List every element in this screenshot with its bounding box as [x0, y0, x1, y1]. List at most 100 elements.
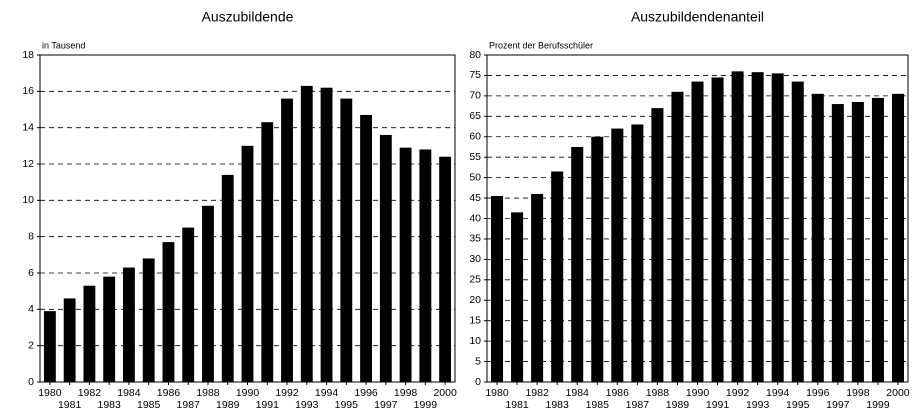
x-tick-label: 1990: [236, 387, 260, 399]
x-tick-label: 1981: [505, 399, 529, 411]
bar: [811, 93, 824, 383]
bar: [491, 196, 504, 382]
bar: [511, 212, 524, 382]
bar: [63, 298, 76, 382]
bar: [831, 104, 844, 383]
y-tick-label: 20: [469, 294, 481, 306]
y-tick-label: 10: [469, 335, 481, 347]
y-tick-label: 16: [22, 85, 34, 97]
plot-frame: [486, 54, 909, 383]
bar: [791, 81, 804, 382]
x-tick-label: 1984: [566, 387, 590, 399]
y-tick-label: 6: [28, 267, 34, 279]
bar: [531, 193, 544, 382]
x-tick-label: 1989: [216, 399, 240, 411]
x-tick-label: 1985: [586, 399, 610, 411]
x-tick-label: 1990: [686, 387, 710, 399]
bar: [281, 98, 293, 382]
bar: [551, 171, 564, 382]
x-tick-label: 1983: [545, 399, 569, 411]
bar: [611, 128, 624, 382]
bar: [851, 102, 864, 382]
chart-title: Auszubildendenanteil: [631, 9, 764, 25]
y-tick-label: 80: [469, 49, 481, 61]
bar: [571, 146, 584, 382]
y-tick-label: 40: [469, 212, 481, 224]
y-tick-label: 4: [28, 303, 34, 315]
bar: [103, 276, 116, 382]
x-tick-label: 1980: [38, 387, 62, 399]
x-tick-label: 1984: [117, 387, 141, 399]
x-tick-label: 1998: [394, 387, 418, 399]
bar: [360, 114, 372, 382]
x-tick-label: 1991: [256, 399, 280, 411]
x-tick-label: 1982: [525, 387, 549, 399]
bar: [439, 156, 452, 382]
x-tick-label: 1997: [374, 399, 398, 411]
x-tick-label: 1981: [58, 399, 82, 411]
bar: [142, 258, 155, 382]
bar: [162, 242, 175, 382]
bar: [300, 85, 313, 382]
bar: [182, 227, 195, 382]
x-tick-label: 1994: [315, 387, 339, 399]
x-tick-label: 1986: [606, 387, 630, 399]
chart-title: Auszubildende: [202, 9, 294, 25]
x-tick-label: 2000: [886, 387, 910, 399]
bar: [83, 285, 96, 382]
bar: [671, 91, 684, 382]
x-tick-label: 1992: [726, 387, 750, 399]
y-tick-label: 75: [469, 69, 481, 81]
x-tick-label: 1996: [354, 387, 378, 399]
y-tick-label: 12: [22, 158, 34, 170]
y-axis-label: in Tausend: [42, 40, 85, 50]
y-tick-label: 2: [28, 339, 34, 351]
x-tick-label: 1992: [275, 387, 299, 399]
y-tick-label: 70: [469, 90, 481, 102]
bar: [340, 98, 353, 382]
y-tick-label: 14: [22, 121, 34, 133]
bar: [202, 205, 214, 382]
bar: [43, 311, 56, 382]
bar: [419, 149, 432, 382]
x-tick-label: 1987: [177, 399, 201, 411]
y-tick-label: 0: [28, 376, 34, 388]
bar: [631, 124, 644, 383]
bar: [891, 93, 904, 383]
bar: [261, 122, 274, 382]
y-tick-label: 60: [469, 131, 481, 143]
bar: [591, 136, 604, 382]
bar: [771, 73, 784, 383]
bar: [399, 147, 412, 382]
x-tick-label: 1996: [806, 387, 830, 399]
y-tick-label: 8: [28, 230, 34, 242]
x-tick-label: 1999: [414, 399, 438, 411]
y-tick-label: 50: [469, 171, 481, 183]
y-tick-label: 55: [469, 151, 481, 163]
y-tick-label: 5: [475, 355, 481, 367]
y-axis-label: Prozent der Berufsschüler: [489, 40, 593, 50]
x-tick-label: 1991: [706, 399, 730, 411]
y-tick-label: 10: [22, 194, 34, 206]
x-tick-label: 1994: [766, 387, 790, 399]
x-tick-label: 1989: [666, 399, 690, 411]
bar: [871, 97, 884, 382]
y-tick-label: 18: [22, 49, 34, 61]
x-tick-label: 1995: [335, 399, 359, 411]
y-tick-label: 0: [475, 376, 481, 388]
x-tick-label: 1985: [137, 399, 161, 411]
x-tick-label: 1982: [78, 387, 102, 399]
x-tick-label: 1998: [846, 387, 870, 399]
x-tick-label: 2000: [433, 387, 457, 399]
x-tick-label: 1986: [157, 387, 181, 399]
bar: [751, 72, 764, 382]
bar: [320, 87, 333, 382]
y-tick-label: 15: [469, 314, 481, 326]
y-tick-label: 35: [469, 233, 481, 245]
x-tick-label: 1980: [485, 387, 509, 399]
x-tick-label: 1999: [866, 399, 890, 411]
x-tick-label: 1993: [746, 399, 770, 411]
y-tick-label: 65: [469, 110, 481, 122]
bar: [711, 77, 724, 382]
